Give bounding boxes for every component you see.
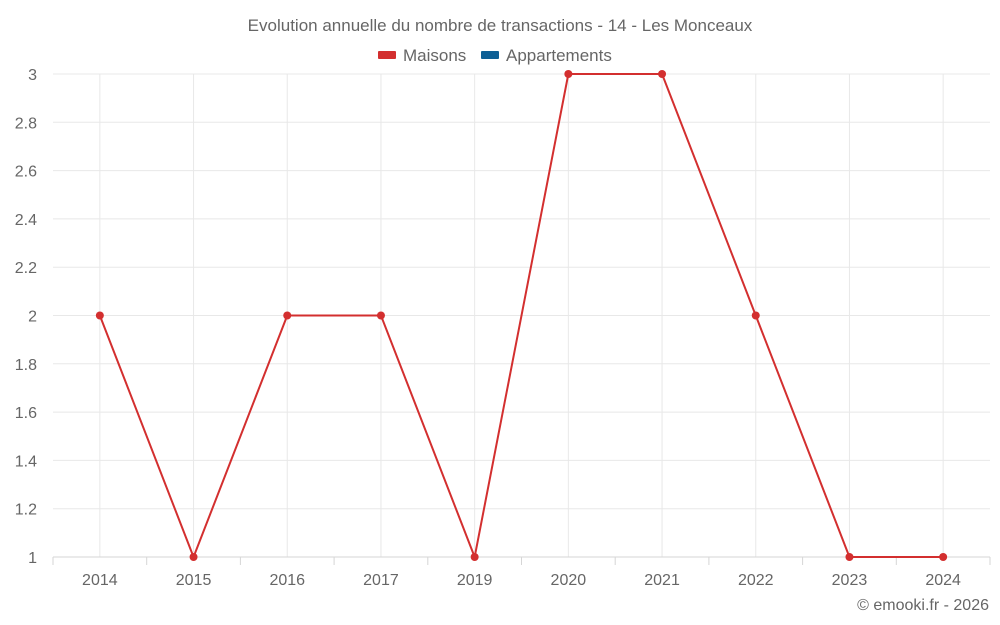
series-line-maisons	[98, 73, 944, 558]
x-tick-label: 2015	[176, 572, 212, 589]
legend-label-maisons: Maisons	[403, 46, 466, 65]
data-point-maisons[interactable]	[376, 311, 385, 320]
y-tick-label: 1	[28, 550, 37, 567]
x-tick-label: 2023	[832, 572, 868, 589]
x-tick-label: 2024	[925, 572, 961, 589]
y-tick-label: 1.6	[15, 405, 37, 422]
x-tick-label: 2022	[738, 572, 774, 589]
legend-label-appartements: Appartements	[506, 46, 612, 65]
x-tick-label: 2014	[82, 572, 118, 589]
x-tick-label: 2019	[457, 572, 493, 589]
y-tick-label: 1.4	[15, 453, 37, 470]
chart-legend: Maisons Appartements	[378, 46, 612, 65]
y-tick-label: 1.2	[15, 502, 37, 519]
data-point-maisons[interactable]	[564, 70, 573, 78]
y-axis: 1 1.2 1.4 1.6 1.8 2 2.2 2.4 2.6 2.8 3	[15, 67, 37, 567]
data-point-maisons[interactable]	[939, 553, 948, 561]
chart-title: Evolution annuelle du nombre de transact…	[248, 16, 753, 35]
data-point-maisons[interactable]	[95, 311, 104, 320]
legend-swatch-appartements	[481, 51, 499, 59]
legend-item-appartements[interactable]: Appartements	[481, 46, 612, 65]
data-point-maisons[interactable]	[189, 553, 198, 561]
y-tick-label: 2.4	[15, 212, 37, 229]
x-tick-label: 2021	[644, 572, 680, 589]
y-tick-label: 1.8	[15, 357, 37, 374]
x-tick-label: 2017	[363, 572, 399, 589]
y-tick-label: 2.6	[15, 164, 37, 181]
y-tick-label: 2.8	[15, 115, 37, 132]
data-point-maisons[interactable]	[470, 553, 479, 561]
chart-series	[95, 70, 948, 561]
x-axis: 2014 2015 2016 2017 2019 2020 2021 2022 2023 2024	[52, 556, 991, 589]
legend-swatch-maisons	[378, 51, 396, 59]
x-tick-label: 2016	[269, 572, 305, 589]
y-tick-label: 2	[28, 309, 37, 326]
data-point-maisons[interactable]	[751, 311, 760, 320]
chart-credit: © emooki.fr - 2026	[857, 597, 989, 614]
data-point-maisons[interactable]	[845, 553, 854, 561]
x-tick-label: 2020	[551, 572, 587, 589]
data-point-maisons[interactable]	[283, 311, 292, 320]
data-point-maisons[interactable]	[658, 70, 667, 78]
y-tick-label: 2.2	[15, 260, 37, 277]
legend-item-maisons[interactable]: Maisons	[378, 46, 466, 65]
y-tick-label: 3	[28, 67, 37, 84]
